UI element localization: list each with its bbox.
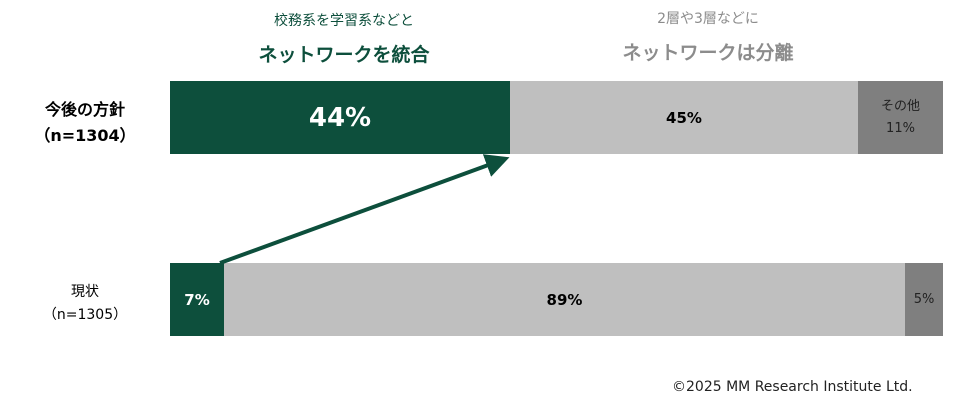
- row-sublabel-future: （n=1304）: [34, 126, 136, 145]
- row-label-current: 現状: [71, 284, 99, 300]
- data-label-other-future: 11%: [886, 120, 915, 136]
- row-label-future: 今後の方針: [44, 100, 125, 119]
- segment-separate-future: 45%: [510, 81, 858, 154]
- row-sublabel-current: （n=1305）: [42, 307, 128, 323]
- separate-heading: ネットワークは分離: [622, 42, 794, 64]
- integrate-heading: ネットワークを統合: [258, 44, 430, 66]
- data-label-separate-current: 89%: [546, 290, 583, 309]
- bar-current: 7% 89% 5%: [170, 263, 943, 336]
- copyright: ©2025 MM Research Institute Ltd.: [672, 379, 913, 395]
- integrate-subheading: 校務系を学習系などと: [274, 13, 414, 29]
- data-label-other-current: 5%: [913, 292, 935, 307]
- segment-other-current: 5%: [905, 263, 943, 336]
- bar-future: 44% 45% その他 11%: [170, 81, 943, 154]
- data-label-integrate-future: 44%: [308, 102, 372, 133]
- other-label-future: その他: [880, 98, 920, 114]
- segment-integrate-future: 44%: [170, 81, 510, 154]
- data-label-separate-future: 45%: [666, 108, 702, 127]
- data-label-integrate-current: 7%: [184, 290, 210, 309]
- segment-separate-current: 89%: [224, 263, 905, 336]
- segment-integrate-current: 7%: [170, 263, 224, 336]
- segment-other-future: その他 11%: [858, 81, 943, 154]
- separate-subheading: 2層や3層などに: [657, 11, 759, 27]
